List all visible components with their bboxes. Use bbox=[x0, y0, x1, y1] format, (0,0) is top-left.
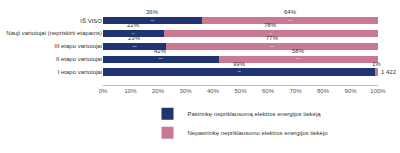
svg-text:1%: 1% bbox=[372, 61, 381, 67]
svg-text:80%: 80% bbox=[317, 88, 330, 94]
svg-text:50%: 50% bbox=[234, 88, 247, 94]
svg-text:Nepasirinkę nepriklausomo elek: Nepasirinkę nepriklausomo elektros energ… bbox=[188, 130, 329, 136]
svg-text:605 776: 605 776 bbox=[270, 46, 274, 47]
svg-text:78%: 78% bbox=[264, 22, 277, 28]
svg-text:II etapo vartotojai: II etapo vartotojai bbox=[56, 56, 102, 62]
svg-text:1 054 783: 1 054 783 bbox=[288, 20, 293, 21]
svg-text:40%: 40% bbox=[207, 88, 220, 94]
svg-text:183 515: 183 515 bbox=[133, 46, 137, 47]
svg-text:36%: 36% bbox=[146, 9, 159, 15]
svg-text:70%: 70% bbox=[289, 88, 302, 94]
svg-text:10%: 10% bbox=[124, 88, 137, 94]
svg-text:99%: 99% bbox=[233, 61, 246, 67]
svg-text:1 422: 1 422 bbox=[381, 69, 397, 75]
svg-text:III etapo vartotojai: III etapo vartotojai bbox=[54, 43, 102, 49]
svg-text:I etapo vartotojai: I etapo vartotojai bbox=[58, 69, 102, 75]
svg-text:96 337: 96 337 bbox=[237, 71, 241, 72]
svg-text:77%: 77% bbox=[266, 35, 279, 41]
svg-text:Nauji vartotojai (nepriskirti: Nauji vartotojai (nepriskirti etapams) bbox=[6, 30, 102, 36]
svg-text:90%: 90% bbox=[344, 88, 357, 94]
svg-text:0%: 0% bbox=[99, 88, 108, 94]
svg-text:605 821: 605 821 bbox=[150, 20, 154, 21]
svg-text:2 574: 2 574 bbox=[132, 33, 135, 34]
svg-text:64%: 64% bbox=[284, 9, 297, 15]
svg-text:100%: 100% bbox=[370, 88, 386, 94]
svg-text:IŠ VISO: IŠ VISO bbox=[80, 18, 102, 24]
svg-text:60%: 60% bbox=[262, 88, 275, 94]
svg-text:9 157: 9 157 bbox=[269, 33, 272, 34]
svg-text:438 428: 438 428 bbox=[296, 58, 300, 59]
svg-text:58%: 58% bbox=[292, 48, 305, 54]
svg-text:42%: 42% bbox=[154, 48, 167, 54]
svg-text:22%: 22% bbox=[127, 22, 140, 28]
svg-text:23%: 23% bbox=[128, 35, 141, 41]
svg-text:Pasirinkę nepriklausomą elektr: Pasirinkę nepriklausomą elektros energij… bbox=[188, 111, 322, 117]
svg-text:30%: 30% bbox=[179, 88, 192, 94]
svg-text:20%: 20% bbox=[152, 88, 165, 94]
svg-text:323 395: 323 395 bbox=[159, 58, 163, 59]
